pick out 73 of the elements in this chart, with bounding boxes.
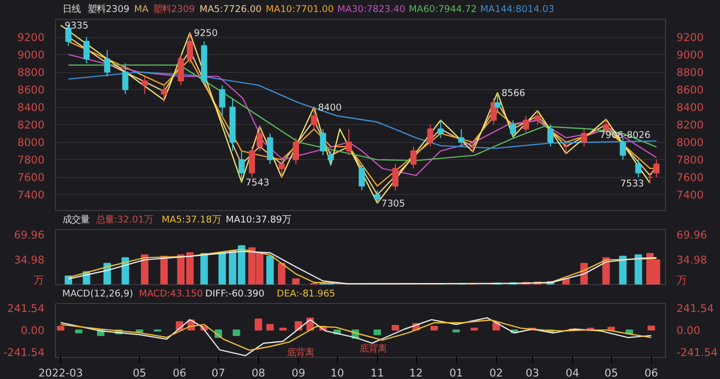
chart-subtitle: 塑料2309 [88, 4, 130, 15]
x-tick-label: 07 [212, 366, 226, 379]
x-tick-label: 05 [604, 366, 618, 379]
text: 总量:32.01万 [95, 214, 154, 226]
annotation: 9250 [194, 28, 218, 40]
x-tick-label: 01 [449, 366, 463, 379]
text: MA5:7726.00 [200, 4, 262, 15]
y-tick-label: 8800 [17, 66, 45, 80]
y2-tick-label: 7400 [676, 188, 704, 202]
chart-title: 成交量 [62, 214, 90, 226]
x-tick-label: 05 [132, 366, 146, 379]
y2-tick-label: 9200 [676, 31, 704, 44]
text: MA5:37.18万 [162, 214, 221, 226]
annotation: 7305 [381, 198, 406, 210]
legend-title: MA [134, 4, 150, 15]
y-tick-label: 9000 [17, 48, 45, 62]
text: MA30:7823.40 [337, 4, 406, 15]
y-tick-label: 8600 [17, 84, 45, 97]
x-tick-label: 12 [409, 366, 423, 379]
y-tick-label: 7400 [17, 188, 45, 202]
y-tick-label: 7800 [17, 154, 45, 167]
text: MACD:43.150 [139, 288, 203, 300]
text: DEA:-81.965 [276, 288, 336, 300]
y2-tick-label: 241.54 [676, 302, 714, 315]
x-tick-label: 08 [252, 366, 266, 379]
annotation: 7543 [246, 178, 270, 189]
chart-title: MACD(12,26,9) [62, 288, 134, 300]
y2-tick-label: 7800 [676, 154, 704, 167]
y-tick-label: -241.54 [3, 346, 45, 360]
y2-tick-label: 万 [676, 274, 688, 286]
annotation: 9335 [64, 20, 88, 32]
y2-tick-label: 7600 [676, 171, 704, 184]
text: 塑料2309 [153, 4, 195, 15]
x-tick-label: 02 [489, 366, 503, 379]
annotation: 底背离 [359, 344, 386, 355]
x-tick-label: 11 [370, 366, 384, 379]
chart-title: 日线 [62, 4, 80, 15]
y2-tick-label: 8400 [676, 101, 704, 114]
x-tick-label: 2022-03 [38, 366, 83, 379]
text: MA10:37.89万 [226, 214, 291, 226]
annotation: 底背离 [286, 347, 314, 358]
y2-tick-label: 9000 [676, 48, 704, 62]
x-tick-label: 03 [526, 366, 540, 379]
x-tick-label: 06 [644, 366, 658, 379]
y-tick-label: 9200 [17, 31, 45, 44]
text: MA10:7701.00 [266, 4, 334, 15]
x-tick-label: 10 [330, 366, 344, 379]
y2-tick-label: 8000 [676, 136, 704, 150]
text: MA144:8014.03 [480, 4, 554, 15]
text: DIFF:-60.390 [205, 288, 264, 300]
y-tick-label: 7600 [17, 171, 45, 184]
x-tick-label: 04 [566, 366, 580, 379]
y2-tick-label: 34.98 [676, 253, 708, 266]
annotation: 8400 [318, 102, 342, 114]
y2-tick-label: 0.00 [676, 324, 700, 338]
y-tick-label: 34.98 [14, 253, 45, 266]
y-tick-label: 8000 [17, 136, 45, 150]
annotation: 8566 [501, 88, 526, 100]
x-tick-label: 06 [172, 366, 187, 379]
y-tick-label: 万 [34, 274, 44, 286]
y2-tick-label: 8800 [676, 66, 704, 80]
text: MA60:7944.72 [408, 4, 477, 15]
y-tick-label: 241.54 [7, 302, 45, 315]
y2-tick-label: 8600 [676, 84, 704, 97]
y-tick-label: 69.96 [14, 228, 45, 242]
y2-tick-label: -241.54 [676, 346, 718, 360]
y-tick-label: 8200 [17, 118, 45, 132]
annotation: 7533 [620, 178, 644, 190]
x-tick-label: 09 [292, 366, 306, 379]
y2-tick-label: 69.96 [676, 228, 708, 242]
y2-tick-label: 8200 [676, 118, 704, 132]
y-tick-label: 8400 [17, 101, 45, 114]
y-tick-label: 0.00 [20, 324, 45, 338]
